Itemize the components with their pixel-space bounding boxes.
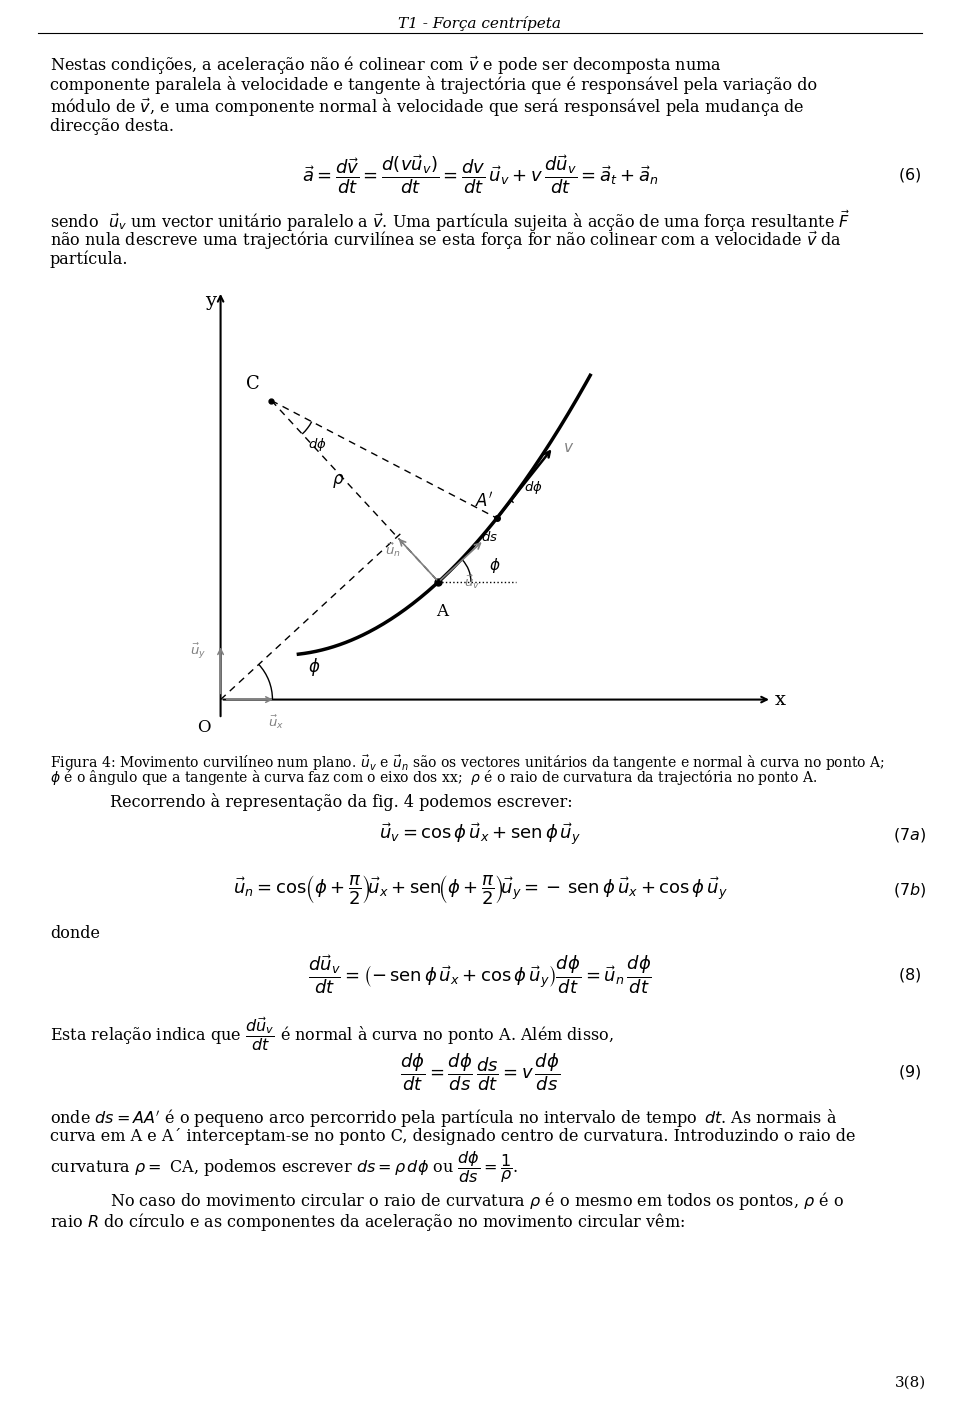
Text: curva em A e A´ interceptam-se no ponto C, designado centro de curvatura. Introd: curva em A e A´ interceptam-se no ponto … — [50, 1129, 855, 1145]
Text: raio $R$ do círculo e as componentes da aceleração no movimento circular vêm:: raio $R$ do círculo e as componentes da … — [50, 1211, 685, 1232]
Text: $(7b)$: $(7b)$ — [893, 880, 926, 899]
Text: 3(8): 3(8) — [895, 1375, 925, 1389]
Text: $\vec{u}_n = \cos\!\left(\phi+\dfrac{\pi}{2}\right)\!\vec{u}_x + \mathrm{sen}\!\: $\vec{u}_n = \cos\!\left(\phi+\dfrac{\pi… — [232, 873, 728, 907]
Text: No caso do movimento circular o raio de curvatura $\rho$ é o mesmo em todos os p: No caso do movimento circular o raio de … — [110, 1190, 844, 1211]
Text: onde $ds = AA'$ é o pequeno arco percorrido pela partícula no intervalo de tempo: onde $ds = AA'$ é o pequeno arco percorr… — [50, 1108, 837, 1129]
Text: $d\phi$: $d\phi$ — [308, 436, 327, 453]
Text: $ds$: $ds$ — [481, 530, 497, 544]
Text: Esta relação indica que $\dfrac{d\vec{u}_v}{dt}$ é normal à curva no ponto A. Al: Esta relação indica que $\dfrac{d\vec{u}… — [50, 1015, 613, 1053]
Text: $d\phi$: $d\phi$ — [524, 479, 542, 496]
Text: $\vec{u}_v$: $\vec{u}_v$ — [465, 573, 481, 592]
Text: não nula descreve uma trajectória curvilínea se esta força for não colinear com : não nula descreve uma trajectória curvil… — [50, 230, 842, 252]
Text: $\vec{u}_v = \cos\phi\,\vec{u}_x + \mathrm{sen}\,\phi\,\vec{u}_y$: $\vec{u}_v = \cos\phi\,\vec{u}_x + \math… — [379, 822, 581, 848]
Text: curvatura $\rho =$ CA, podemos escrever $ds = \rho\,d\phi$ ou $\dfrac{d\phi}{ds}: curvatura $\rho =$ CA, podemos escrever … — [50, 1150, 517, 1185]
Text: partícula.: partícula. — [50, 251, 129, 269]
Text: A: A — [436, 603, 447, 620]
Text: sendo  $\vec{u}_v$ um vector unitário paralelo a $\vec{v}$. Uma partícula sujeit: sendo $\vec{u}_v$ um vector unitário par… — [50, 209, 850, 234]
Text: x: x — [775, 691, 786, 708]
Text: $\rho$: $\rho$ — [332, 472, 345, 491]
Text: T1 - Força centrípeta: T1 - Força centrípeta — [398, 15, 562, 31]
Text: $\vec{u}_y$: $\vec{u}_y$ — [190, 641, 206, 660]
Text: componente paralela à velocidade e tangente à trajectória que é responsável pela: componente paralela à velocidade e tange… — [50, 76, 817, 94]
Text: $(7a)$: $(7a)$ — [894, 826, 926, 844]
Text: $\vec{a} = \dfrac{d\vec{v}}{dt} = \dfrac{d(v\vec{u}_v)}{dt} = \dfrac{dv}{dt}\,\v: $\vec{a} = \dfrac{d\vec{v}}{dt} = \dfrac… — [301, 154, 659, 196]
Text: $\dfrac{d\vec{u}_v}{dt} = \left(-\,\mathrm{sen}\,\phi\,\vec{u}_x + \cos\phi\,\ve: $\dfrac{d\vec{u}_v}{dt} = \left(-\,\math… — [308, 953, 652, 997]
Text: Figura 4: Movimento curvilíneo num plano. $\vec{u}_v$ e $\vec{u}_n$ são os vecto: Figura 4: Movimento curvilíneo num plano… — [50, 753, 885, 773]
Text: $(6)$: $(6)$ — [899, 165, 922, 184]
Text: $\phi$: $\phi$ — [308, 656, 321, 679]
Text: $\vec{u}_n$: $\vec{u}_n$ — [385, 541, 400, 558]
Text: O: O — [198, 719, 211, 736]
Text: $\phi$: $\phi$ — [489, 557, 501, 575]
Text: $(9)$: $(9)$ — [899, 1063, 922, 1081]
Text: Nestas condições, a aceleração não é colinear com $\vec{v}$ e pode ser decompost: Nestas condições, a aceleração não é col… — [50, 55, 722, 77]
Text: y: y — [205, 292, 216, 310]
Text: Recorrendo à representação da fig. 4 podemos escrever:: Recorrendo à representação da fig. 4 pod… — [110, 794, 572, 810]
Text: $v$: $v$ — [564, 440, 574, 454]
Text: $\phi$ é o ângulo que a tangente à curva faz com o eixo dos xx;  $\rho$ é o raio: $\phi$ é o ângulo que a tangente à curva… — [50, 768, 817, 787]
Text: $\vec{u}_x$: $\vec{u}_x$ — [268, 714, 284, 732]
Text: C: C — [246, 374, 260, 393]
Text: direcção desta.: direcção desta. — [50, 118, 174, 135]
Text: $(8)$: $(8)$ — [899, 966, 922, 984]
Text: $\dfrac{d\phi}{dt} = \dfrac{d\phi}{ds}\,\dfrac{ds}{dt} = v\,\dfrac{d\phi}{ds}$: $\dfrac{d\phi}{dt} = \dfrac{d\phi}{ds}\,… — [400, 1052, 560, 1092]
Text: donde: donde — [50, 925, 100, 942]
Text: $A'$: $A'$ — [475, 491, 493, 510]
Text: módulo de $\vec{v}$, e uma componente normal à velocidade que será responsável p: módulo de $\vec{v}$, e uma componente no… — [50, 97, 804, 119]
